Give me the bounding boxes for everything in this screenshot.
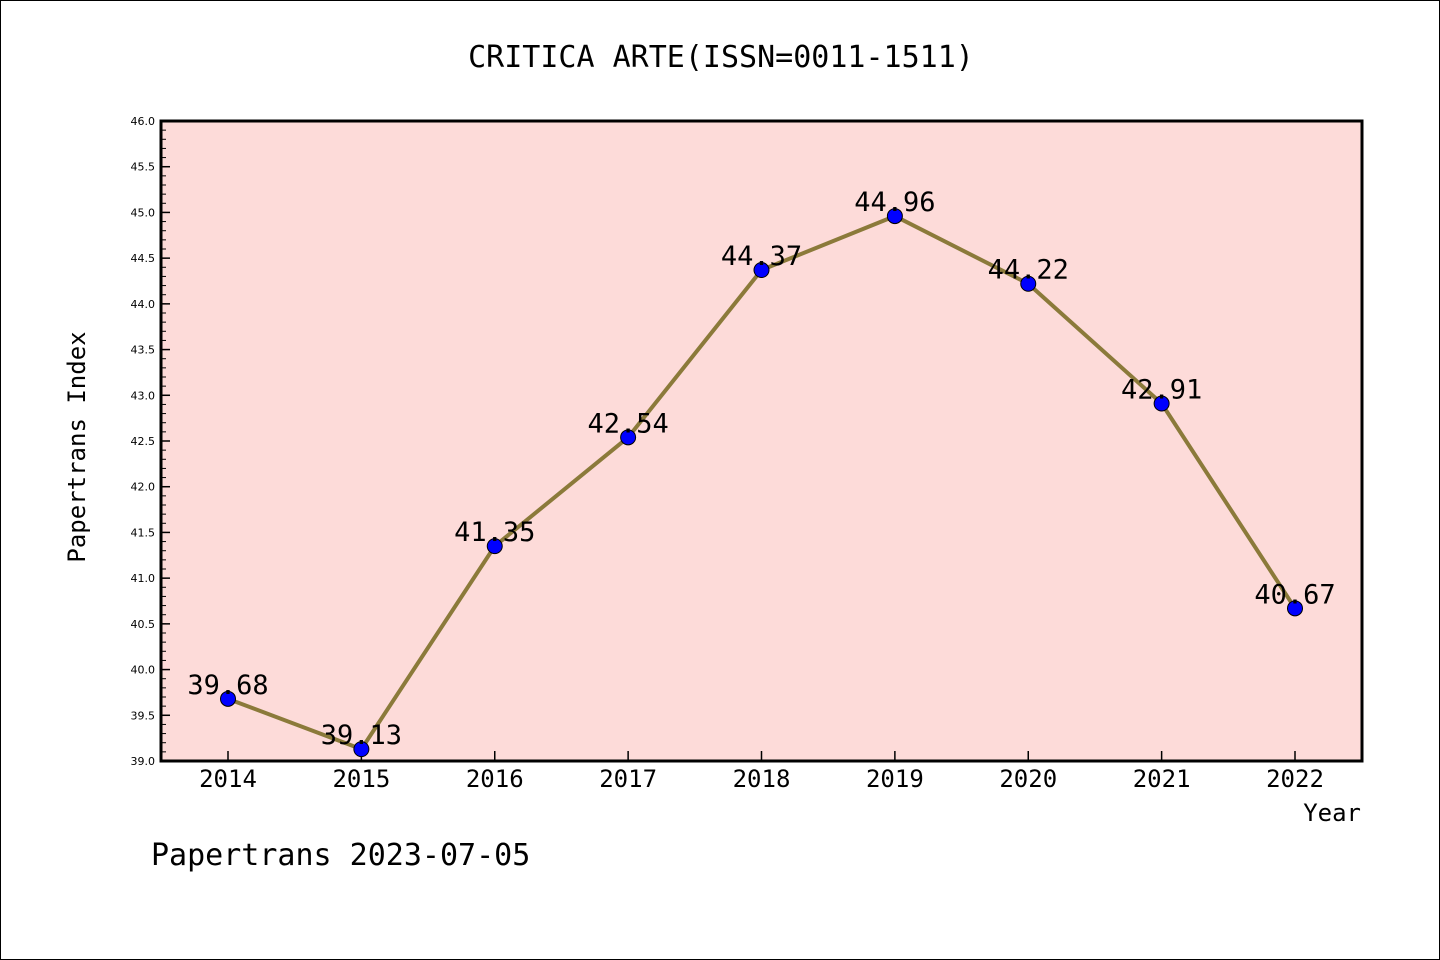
- x-tick-label: 2018: [733, 765, 791, 793]
- y-tick-label: 40.5: [131, 618, 156, 631]
- y-axis: 39.0 39.5 40.0 40.5 41.0 41.5 42.0 42.5 43.0 43.5…: [131, 115, 170, 768]
- x-tick-label: 2021: [1133, 765, 1191, 793]
- data-point: [886, 208, 903, 225]
- data-point: [486, 538, 503, 555]
- x-tick-label: 2020: [999, 765, 1057, 793]
- footer-text: Papertrans 2023-07-05: [151, 838, 530, 873]
- data-label: 39.13: [321, 720, 402, 751]
- y-axis-label: Papertrans Index: [63, 331, 91, 562]
- y-tick-label: 45.0: [131, 206, 156, 219]
- y-tick-label: 44.5: [131, 252, 156, 265]
- data-label: 41.35: [454, 517, 535, 548]
- x-tick-label: 2016: [466, 765, 524, 793]
- data-label: 44.96: [854, 187, 935, 218]
- y-tick-label: 40.0: [131, 664, 156, 677]
- plot-area: [159, 119, 1364, 763]
- y-tick-label: 39.5: [131, 709, 156, 722]
- x-axis-label: Year: [1303, 799, 1361, 827]
- y-tick-label: 45.5: [131, 161, 156, 174]
- data-label: 42.91: [1121, 375, 1202, 406]
- x-tick-label: 2014: [199, 765, 257, 793]
- data-label: 44.37: [721, 241, 802, 272]
- data-point: [220, 690, 236, 707]
- x-axis: 2014 2015 2016 2017 2018 2019 2020 2021 2022: [199, 751, 1324, 793]
- y-tick-label: 43.5: [131, 344, 156, 357]
- y-tick-label: 44.0: [131, 298, 156, 311]
- y-tick-label: 46.0: [131, 115, 156, 128]
- data-label-group: 39.68 39.13 41.35 42.54 44.37 44.96 44.22 42.91…: [187, 187, 1335, 751]
- data-point: [1287, 600, 1303, 617]
- data-label: 42.54: [587, 408, 668, 439]
- x-tick-label: 2019: [866, 765, 924, 793]
- chart-title: CRITICA ARTE(ISSN=0011-1511): [468, 40, 974, 75]
- y-tick-label: 41.5: [131, 526, 156, 539]
- data-point: [1020, 275, 1037, 292]
- data-point: [753, 262, 770, 279]
- data-point: [353, 741, 370, 758]
- y-tick-label: 42.5: [131, 435, 156, 448]
- series-line-group: [220, 208, 1303, 758]
- data-label: 44.22: [988, 255, 1069, 286]
- y-tick-label: 42.0: [131, 481, 156, 494]
- y-tick-label: 43.0: [131, 389, 156, 402]
- data-point: [620, 429, 637, 446]
- data-point: [1153, 395, 1170, 412]
- data-label: 39.68: [187, 670, 268, 701]
- x-tick-label: 2017: [599, 765, 657, 793]
- y-tick-label: 39.0: [131, 755, 156, 768]
- x-tick-label: 2022: [1266, 765, 1324, 793]
- data-label: 40.67: [1254, 579, 1335, 610]
- y-tick-label: 41.0: [131, 572, 156, 585]
- x-tick-label: 2015: [332, 765, 390, 793]
